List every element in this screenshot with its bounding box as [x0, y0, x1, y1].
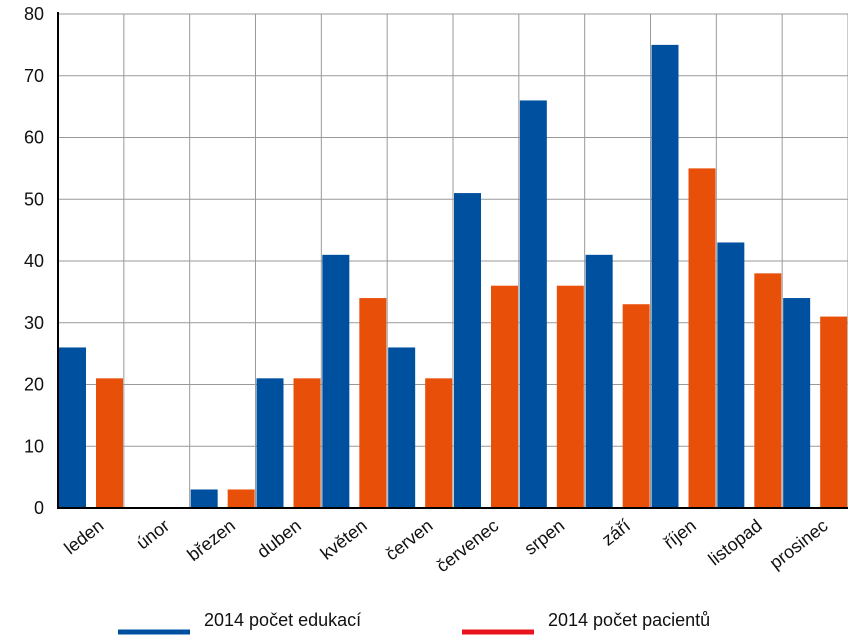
- bar-edukaci: [519, 100, 547, 508]
- y-tick-label: 30: [24, 313, 44, 333]
- bar-edukaci: [388, 347, 416, 508]
- bar-edukaci: [717, 242, 745, 508]
- bars: [59, 44, 848, 508]
- legend: 2014 počet edukací 2014 počet pacientů: [118, 610, 710, 635]
- x-tick-label: duben: [253, 515, 305, 562]
- bar-edukaci: [190, 489, 218, 508]
- bar-pacientu: [293, 378, 321, 508]
- grid-lines: [58, 13, 848, 508]
- bar-edukaci: [322, 254, 350, 508]
- x-tick-label: červen: [382, 515, 437, 564]
- y-tick-label: 0: [34, 498, 44, 518]
- x-tick-label: únor: [133, 515, 174, 553]
- y-tick-label: 40: [24, 251, 44, 271]
- y-axis-tick-labels: 0 10 20 30 40 50 60 70 80: [24, 4, 44, 518]
- x-tick-label: červenec: [433, 515, 503, 576]
- bar-pacientu: [622, 304, 650, 508]
- bar-pacientu: [227, 489, 255, 508]
- bar-edukaci: [651, 44, 679, 508]
- y-tick-label: 60: [24, 128, 44, 148]
- x-tick-label: březen: [183, 515, 239, 565]
- bar-pacientu: [425, 378, 453, 508]
- legend-label: 2014 počet edukací: [204, 610, 361, 630]
- y-tick-label: 80: [24, 4, 44, 24]
- bar-edukaci: [585, 254, 613, 508]
- y-tick-label: 50: [24, 189, 44, 209]
- bar-pacientu: [491, 285, 518, 508]
- bar-edukaci: [256, 378, 284, 508]
- bar-pacientu: [96, 378, 123, 508]
- bar-pacientu: [359, 298, 387, 508]
- bar-pacientu: [754, 273, 782, 508]
- axes: [57, 12, 848, 509]
- x-axis-tick-labels: leden únor březen duben květen červenčervenec…: [60, 515, 831, 576]
- x-tick-label: září: [598, 515, 634, 549]
- x-tick-label: prosinec: [766, 515, 832, 573]
- y-tick-label: 10: [24, 436, 44, 456]
- x-tick-label: květen: [317, 515, 371, 563]
- bar-edukaci: [783, 298, 811, 508]
- x-tick-label: říjen: [660, 515, 700, 552]
- bar-edukaci: [59, 347, 86, 508]
- bar-edukaci: [454, 193, 481, 508]
- x-tick-label: srpen: [520, 515, 568, 558]
- bar-pacientu: [688, 168, 716, 508]
- bar-pacientu: [556, 285, 584, 508]
- x-tick-label: listopad: [705, 515, 766, 569]
- y-tick-label: 20: [24, 375, 44, 395]
- bar-pacientu: [820, 316, 848, 508]
- legend-label: 2014 počet pacientů: [548, 610, 710, 630]
- x-tick-label: leden: [60, 515, 107, 558]
- y-tick-label: 70: [24, 66, 44, 86]
